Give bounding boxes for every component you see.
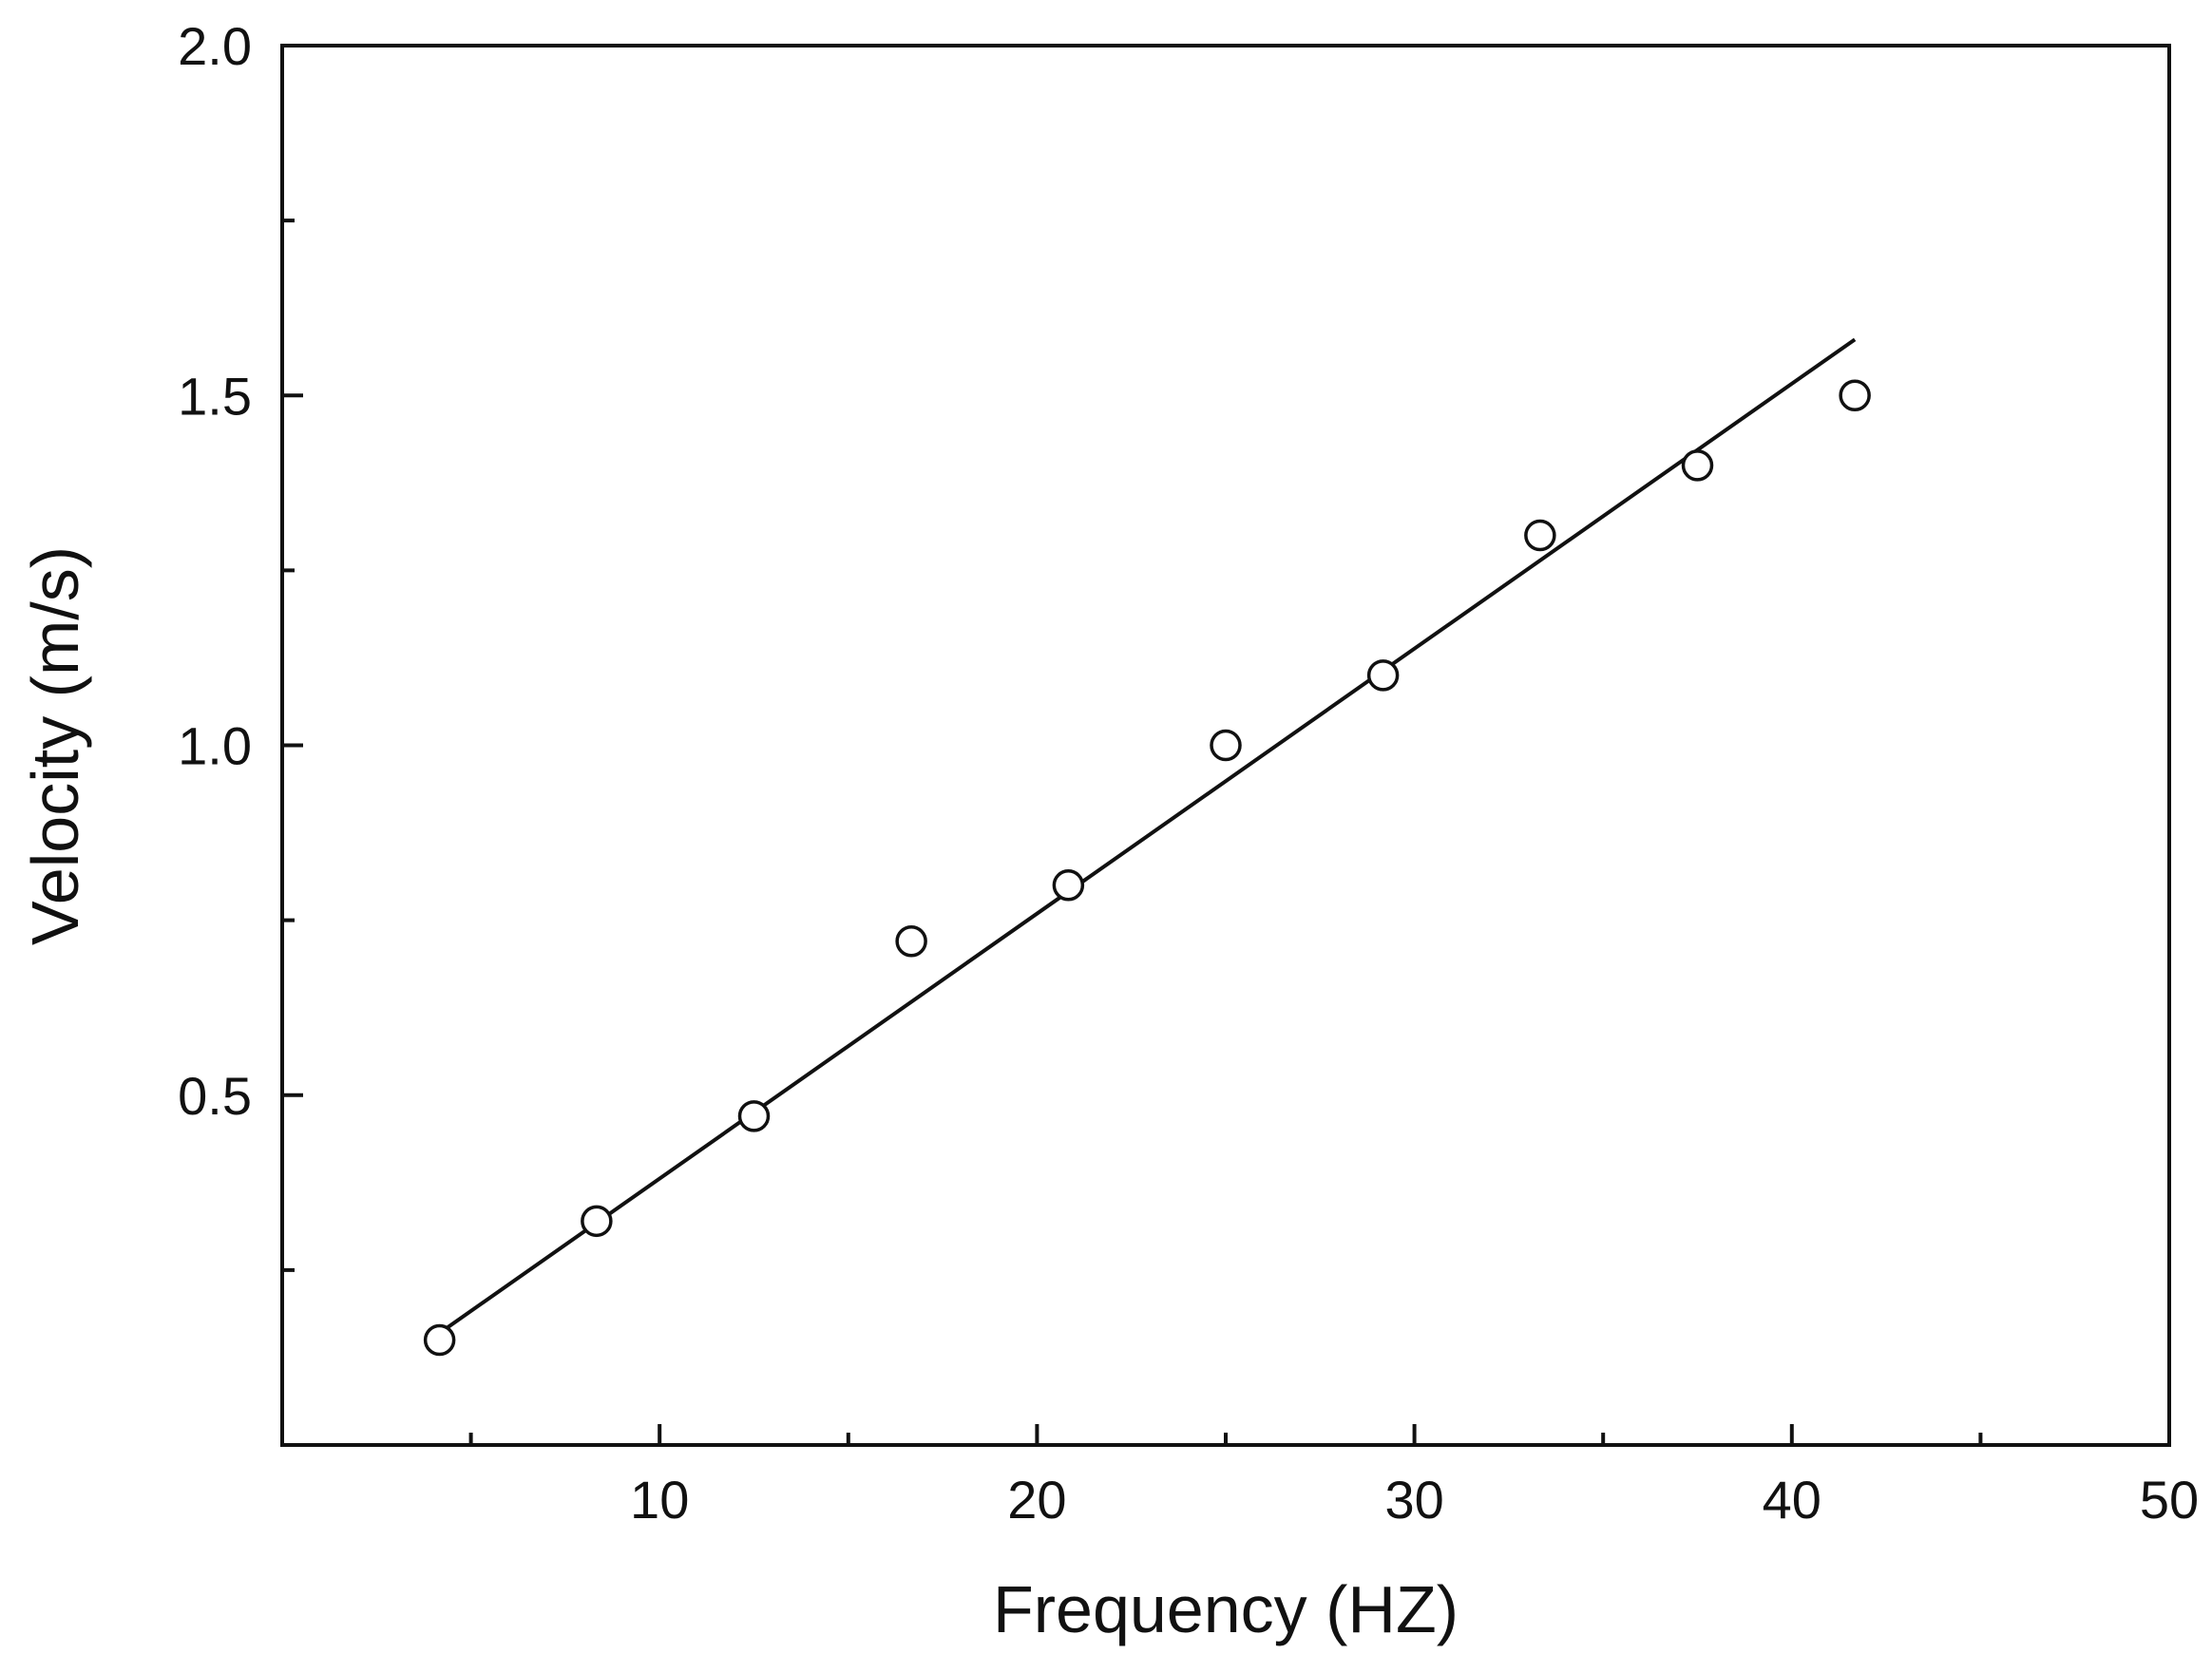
points-layer — [423, 379, 1871, 1357]
x-tick-label: 20 — [1007, 1470, 1066, 1530]
x-tick-label: 40 — [1763, 1470, 1821, 1530]
data-point — [1366, 659, 1400, 692]
y-axis-title: Velocity (m/s) — [18, 546, 92, 945]
data-point — [1524, 519, 1556, 552]
data-point — [737, 1100, 771, 1132]
data-point — [895, 924, 927, 958]
x-tick-label: 30 — [1384, 1470, 1443, 1530]
data-point — [1681, 449, 1714, 482]
data-point — [581, 1205, 613, 1238]
data-point — [1839, 379, 1871, 411]
x-tick-label: 50 — [2140, 1470, 2199, 1530]
y-tick-label: 1.5 — [178, 366, 252, 426]
y-tick-label: 2.0 — [178, 16, 252, 76]
data-point — [1210, 729, 1242, 762]
data-point — [423, 1323, 456, 1357]
data-point — [1052, 869, 1085, 902]
fit-line-layer — [438, 337, 1857, 1335]
ticks-layer: 10 20 30 40 50 0.5 1.0 1.5 2.0 — [178, 16, 2199, 1530]
y-tick-label: 0.5 — [178, 1066, 252, 1126]
x-tick-label: 10 — [630, 1470, 689, 1530]
x-axis-title: Frequency (HZ) — [993, 1572, 1459, 1646]
y-tick-label: 1.0 — [178, 716, 252, 776]
fit-line — [438, 337, 1857, 1335]
